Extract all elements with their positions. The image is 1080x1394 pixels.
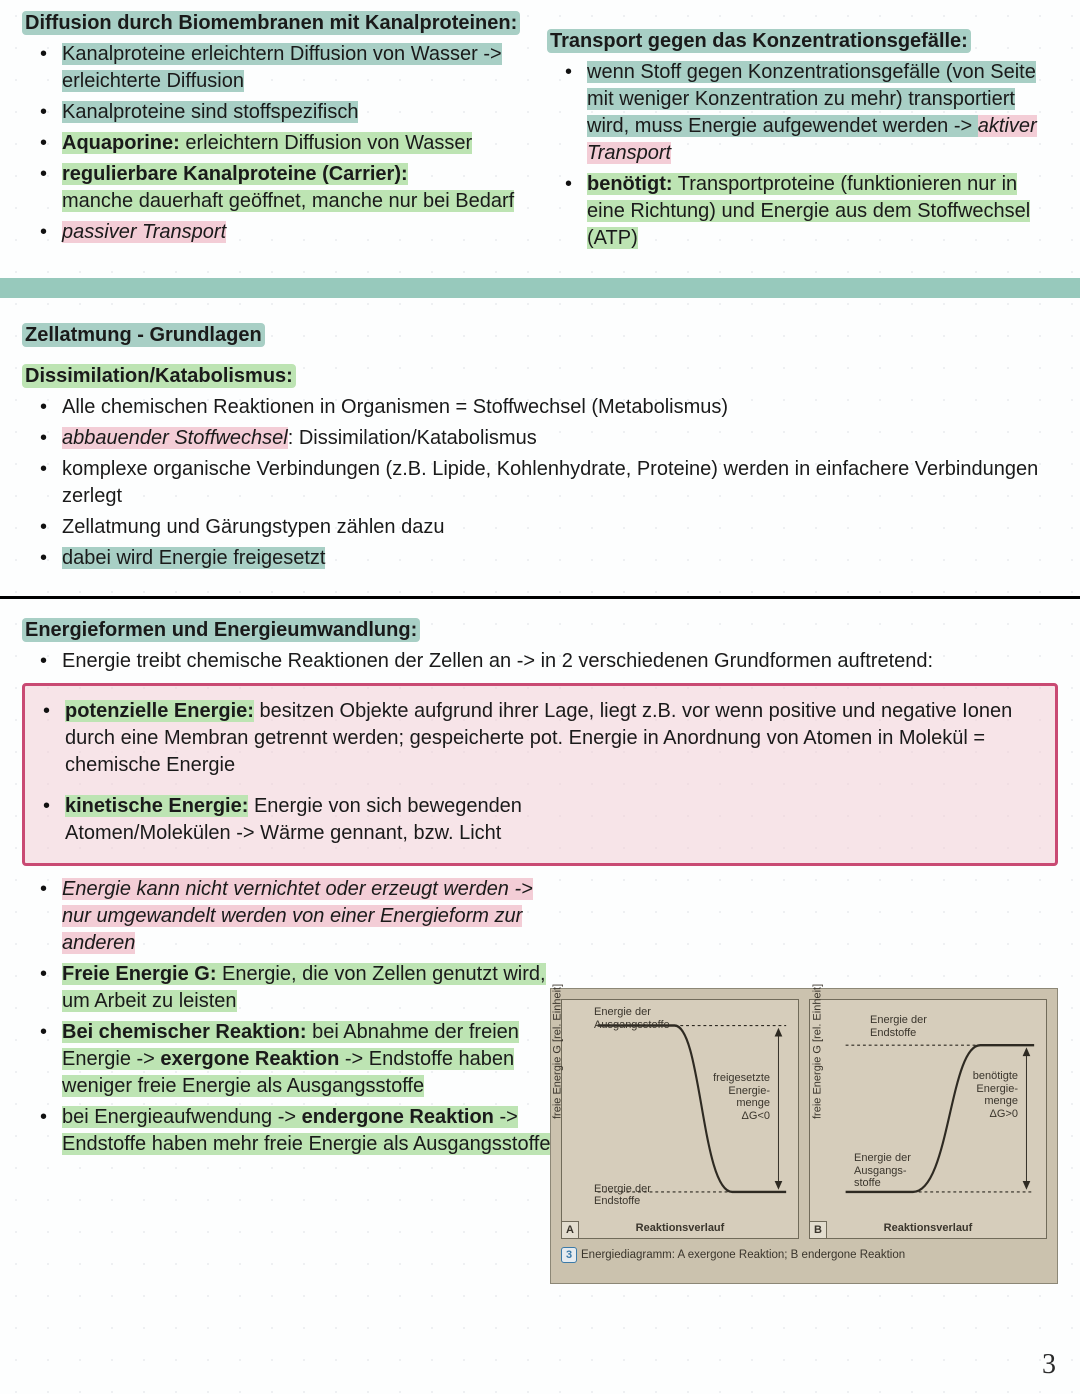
separator-teal-bar — [0, 278, 1080, 298]
col-left: Diffusion durch Biomembranen mit Kanalpr… — [22, 10, 533, 256]
caption-num-icon: 3 — [561, 1247, 577, 1263]
text: Kanalproteine erleichtern Diffusion von … — [62, 43, 502, 92]
list-intro: Energie treibt chemische Reaktionen der … — [22, 648, 1058, 675]
li: Energie treibt chemische Reaktionen der … — [22, 648, 1058, 675]
label-a-end: Energie der Endstoffe — [594, 1183, 651, 1208]
li: Kanalproteine sind stoffspezifisch — [22, 99, 533, 126]
text: wenn Stoff gegen Konzentrationsgefälle (… — [587, 61, 1036, 137]
separator-black-line — [0, 596, 1080, 599]
list-left: Kanalproteine erleichtern Diffusion von … — [22, 41, 533, 246]
text: Energie kann nicht vernichtet oder erzeu… — [62, 878, 533, 954]
li: Energie kann nicht vernichtet oder erzeu… — [22, 876, 562, 957]
li: dabei wird Energie freigesetzt — [22, 545, 1058, 572]
li: potenzielle Energie: besitzen Objekte au… — [25, 698, 1049, 779]
x-axis-label-a: Reaktionsverlauf — [562, 1221, 798, 1236]
li: Freie Energie G: Energie, die von Zellen… — [22, 961, 562, 1015]
energy-diagram: freie Energie G [rel. Einheit] Energie d… — [550, 988, 1058, 1284]
term: Aquaporine: — [62, 132, 180, 154]
text: dabei wird Energie freigesetzt — [62, 547, 325, 569]
text: passiver Transport — [62, 221, 226, 243]
term: endergone Reaktion — [302, 1106, 494, 1128]
heading-diffusion: Diffusion durch Biomembranen mit Kanalpr… — [22, 11, 520, 35]
li: Kanalproteine erleichtern Diffusion von … — [22, 41, 533, 95]
li: abbauender Stoffwechsel: Dissimilation/K… — [22, 425, 1058, 452]
arrow-a-up — [775, 1028, 783, 1037]
li: benötigt: Transportproteine (funktionier… — [547, 171, 1058, 252]
plot-b: freie Energie G [rel. Einheit] Energie d… — [809, 999, 1047, 1239]
list-dissimilation: Alle chemischen Reaktionen in Organismen… — [22, 394, 1058, 572]
li: regulierbare Kanalproteine (Carrier): man… — [22, 161, 533, 215]
plots-row: freie Energie G [rel. Einheit] Energie d… — [561, 999, 1047, 1239]
energy-types-box: potenzielle Energie: besitzen Objekte au… — [22, 683, 1058, 866]
x-axis-label-b: Reaktionsverlauf — [810, 1221, 1046, 1236]
li: passiver Transport — [22, 219, 533, 246]
col-right: Transport gegen das Konzentrationsgefäll… — [547, 10, 1058, 256]
arrow-b-up — [1023, 1047, 1031, 1056]
text: Zellatmung und Gärungstypen zählen dazu — [62, 516, 444, 538]
term2: exergone Reaktion — [160, 1048, 339, 1070]
heading-energieformen: Energieformen und Energieumwandlung: — [22, 618, 420, 642]
term: benötigt: — [587, 173, 673, 195]
text: bei Energieaufwendung -> — [62, 1106, 302, 1128]
term: abbauender Stoffwechsel — [62, 427, 288, 449]
subheading-dissimilation: Dissimilation/Katabolismus: — [22, 364, 296, 388]
label-b-mid: benötigte Energie- menge ΔG>0 — [973, 1070, 1018, 1121]
y-axis-label-b: freie Energie G [rel. Einheit] — [811, 984, 826, 1119]
section-zellatmung: Zellatmung - Grundlagen Dissimilation/Ka… — [0, 312, 1080, 586]
caption-text: Energiediagramm: A exergone Reaktion; B … — [581, 1249, 905, 1261]
arrow-b-dn — [1023, 1181, 1031, 1190]
term: regulierbare Kanalproteine (Carrier): — [62, 163, 408, 185]
list-in-box: potenzielle Energie: besitzen Objekte au… — [25, 698, 1049, 847]
heading-transport: Transport gegen das Konzentrationsgefäll… — [547, 29, 971, 53]
text: manche dauerhaft geöffnet, manche nur be… — [62, 190, 514, 212]
text: Energie treibt chemische Reaktionen der … — [62, 650, 933, 672]
page-number: 3 — [1042, 1346, 1056, 1384]
label-a-start: Energie der Ausgangsstoffe — [594, 1006, 670, 1031]
term: Bei chemischer Reaktion: — [62, 1021, 307, 1043]
label-b-end: Energie der Endstoffe — [870, 1014, 927, 1039]
text: Kanalproteine sind stoffspezifisch — [62, 101, 358, 123]
text: Alle chemischen Reaktionen in Organismen… — [62, 396, 728, 418]
li: Alle chemischen Reaktionen in Organismen… — [22, 394, 1058, 421]
li: kinetische Energie: Energie von sich bew… — [25, 793, 545, 847]
text: : Dissimilation/Katabolismus — [288, 427, 537, 449]
li: bei Energieaufwendung -> endergone Reakt… — [22, 1104, 562, 1158]
term: kinetische Energie: — [65, 795, 248, 817]
li: Bei chemischer Reaktion: bei Abnahme der… — [22, 1019, 562, 1100]
list-right: wenn Stoff gegen Konzentrationsgefälle (… — [547, 59, 1058, 252]
li: wenn Stoff gegen Konzentrationsgefälle (… — [547, 59, 1058, 167]
list-rest: Energie kann nicht vernichtet oder erzeu… — [22, 876, 562, 1158]
y-axis-label: freie Energie G [rel. Einheit] — [551, 984, 566, 1119]
li: Zellatmung und Gärungstypen zählen dazu — [22, 514, 1058, 541]
li: komplexe organische Verbindungen (z.B. L… — [22, 456, 1058, 510]
page-root: Diffusion durch Biomembranen mit Kanalpr… — [0, 0, 1080, 266]
top-two-col: Diffusion durch Biomembranen mit Kanalpr… — [22, 10, 1058, 256]
heading-zellatmung: Zellatmung - Grundlagen — [22, 323, 265, 347]
text: komplexe organische Verbindungen (z.B. L… — [62, 458, 1038, 507]
label-a-mid: freigesetzte Energie- menge ΔG<0 — [713, 1072, 770, 1123]
arrow-a-dn — [775, 1181, 783, 1190]
text: erleichtern Diffusion von Wasser — [180, 132, 472, 154]
diagram-caption: 3 Energiediagramm: A exergone Reaktion; B… — [561, 1247, 1047, 1264]
li: Aquaporine: erleichtern Diffusion von Wa… — [22, 130, 533, 157]
term: potenzielle Energie: — [65, 700, 254, 722]
plot-a: freie Energie G [rel. Einheit] Energie d… — [561, 999, 799, 1239]
label-b-start: Energie der Ausgangs- stoffe — [854, 1152, 911, 1190]
term: Freie Energie G: — [62, 963, 217, 985]
